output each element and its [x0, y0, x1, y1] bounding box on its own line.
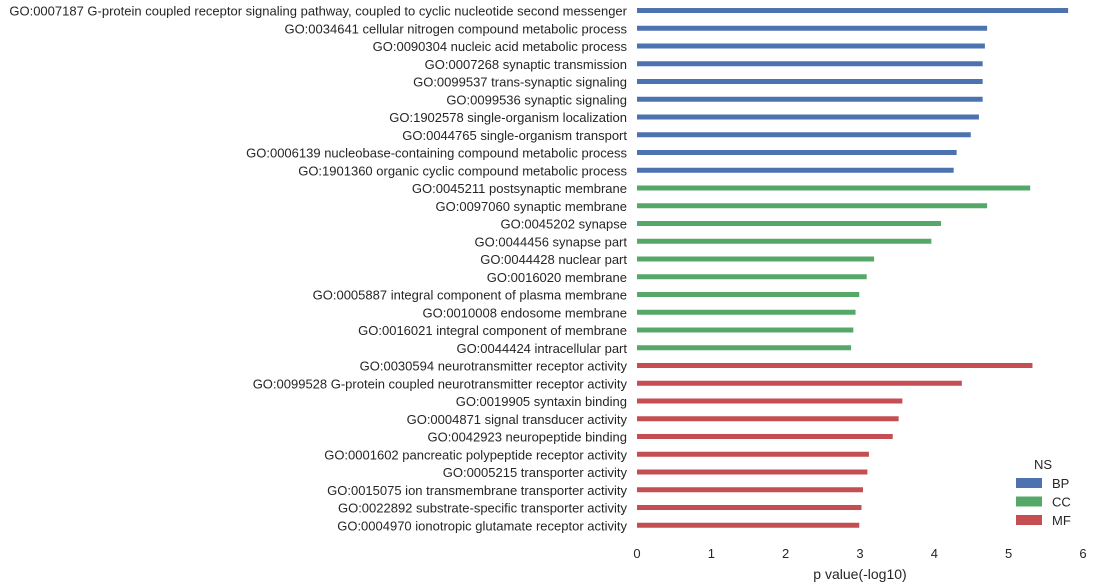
- category-labels: GO:0007187 G-protein coupled receptor si…: [9, 4, 627, 534]
- category-label: GO:1902578 single-organism localization: [389, 110, 627, 125]
- bar: [637, 434, 893, 439]
- bar: [637, 274, 867, 280]
- bar: [637, 327, 854, 333]
- category-label: GO:1901360 organic cyclic compound metab…: [298, 163, 627, 178]
- category-label: GO:0097060 synaptic membrane: [436, 199, 628, 214]
- category-label: GO:0030594 neurotransmitter receptor act…: [360, 359, 628, 374]
- bar: [637, 309, 856, 315]
- category-label: GO:0022892 substrate-specific transporte…: [338, 501, 628, 516]
- bar: [637, 96, 983, 102]
- legend-swatch-bp: [1016, 478, 1042, 488]
- category-label: GO:0001602 pancreatic polypeptide recept…: [324, 447, 627, 462]
- x-tick-label: 5: [1005, 546, 1012, 561]
- category-label: GO:0045202 synapse: [501, 217, 627, 232]
- x-tick-label: 1: [708, 546, 715, 561]
- category-label: GO:0044765 single-organism transport: [402, 128, 627, 143]
- x-tick-label: 3: [856, 546, 863, 561]
- category-label: GO:0015075 ion transmembrane transporter…: [327, 483, 627, 498]
- bar: [637, 221, 942, 226]
- legend-label-cc: CC: [1052, 495, 1071, 510]
- bar: [637, 416, 899, 422]
- category-label: GO:0044456 synapse part: [475, 234, 628, 249]
- legend-label-bp: BP: [1052, 476, 1069, 491]
- bar-group: [637, 8, 1069, 528]
- bar: [637, 238, 932, 244]
- category-label: GO:0016020 membrane: [487, 270, 627, 285]
- category-label: GO:0042923 neuropeptide binding: [428, 430, 628, 445]
- x-axis-ticks: 0 1 2 3 4 5 6: [633, 546, 1086, 561]
- bar: [637, 522, 860, 528]
- category-label: GO:0005215 transporter activity: [443, 465, 628, 480]
- bar: [637, 132, 971, 138]
- category-label: GO:0016021 integral component of membran…: [358, 323, 627, 338]
- x-axis-title: p value(-log10): [813, 566, 906, 582]
- category-label: GO:0044424 intracellular part: [456, 341, 627, 356]
- category-label: GO:0045211 postsynaptic membrane: [412, 181, 627, 196]
- bar: [637, 487, 863, 493]
- category-label: GO:0019905 syntaxin binding: [456, 394, 627, 409]
- bar: [637, 61, 983, 67]
- category-label: GO:0004871 signal transducer activity: [407, 412, 628, 427]
- category-label: GO:0099536 synaptic signaling: [446, 92, 627, 107]
- bar: [637, 185, 1031, 191]
- legend: NS BP CC MF: [1016, 457, 1071, 528]
- bar: [637, 167, 954, 173]
- legend-swatch-cc: [1016, 496, 1042, 507]
- bar: [637, 505, 862, 510]
- x-tick-label: 2: [782, 546, 789, 561]
- category-label: GO:0007187 G-protein coupled receptor si…: [9, 4, 627, 19]
- bar: [637, 469, 868, 475]
- bar: [637, 398, 903, 404]
- category-label: GO:0004970 ionotropic glutamate receptor…: [337, 518, 627, 533]
- bar: [637, 451, 869, 457]
- bar: [637, 256, 875, 262]
- category-label: GO:0010008 endosome membrane: [422, 305, 627, 320]
- category-label: GO:0090304 nucleic acid metabolic proces…: [373, 39, 628, 54]
- legend-title: NS: [1034, 457, 1052, 472]
- category-label: GO:0099537 trans-synaptic signaling: [413, 75, 627, 90]
- bar: [637, 114, 979, 120]
- category-label: GO:0044428 nuclear part: [480, 252, 627, 267]
- x-tick-label: 4: [931, 546, 938, 561]
- bar: [637, 203, 988, 209]
- x-tick-label: 6: [1079, 546, 1086, 561]
- category-label: GO:0007268 synaptic transmission: [425, 57, 627, 72]
- bar: [637, 8, 1069, 13]
- category-label: GO:0005887 integral component of plasma …: [313, 288, 627, 303]
- bar: [637, 292, 860, 297]
- legend-swatch-mf: [1016, 515, 1042, 525]
- bar: [637, 345, 852, 351]
- category-label: GO:0034641 cellular nitrogen compound me…: [284, 21, 627, 36]
- bar: [637, 380, 962, 386]
- bar: [637, 79, 983, 84]
- x-tick-label: 0: [633, 546, 640, 561]
- category-label: GO:0099528 G-protein coupled neurotransm…: [253, 376, 628, 391]
- legend-label-mf: MF: [1052, 513, 1071, 528]
- bar: [637, 363, 1033, 368]
- bar: [637, 150, 957, 155]
- bar: [637, 43, 985, 49]
- category-label: GO:0006139 nucleobase-containing compoun…: [246, 146, 627, 161]
- bar: [637, 25, 988, 31]
